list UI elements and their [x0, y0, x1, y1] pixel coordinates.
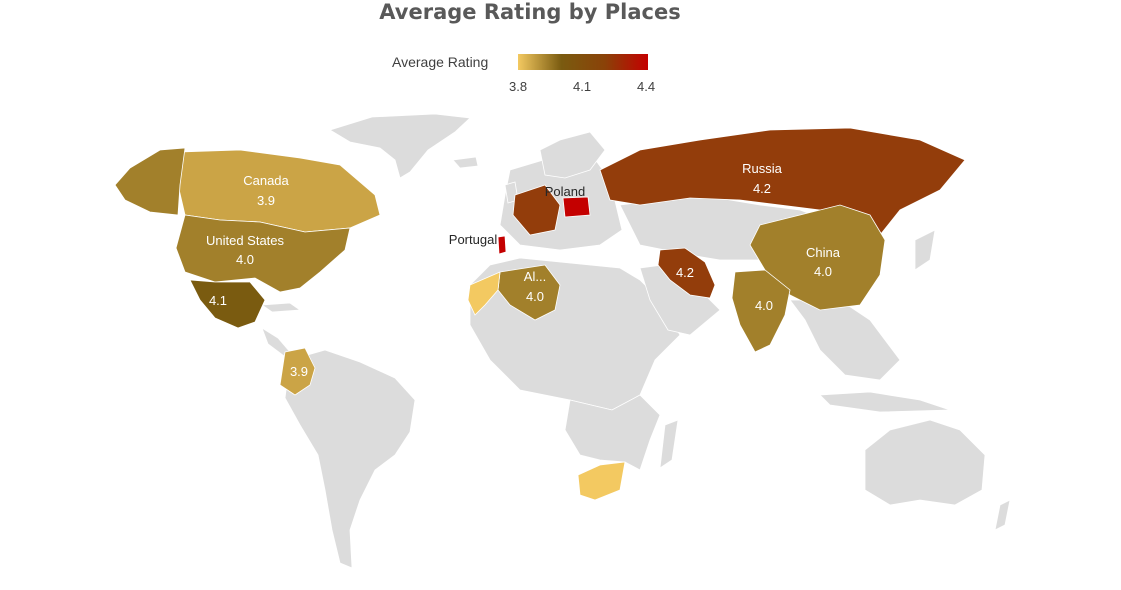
legend-color-scale	[518, 54, 648, 70]
russia-shape	[599, 127, 966, 236]
colombia-shape	[279, 347, 316, 396]
southeast-asia	[789, 299, 901, 381]
morocco-shape	[467, 271, 501, 316]
australia	[864, 419, 986, 506]
rated-countries	[114, 127, 966, 501]
label-russia: Russia	[742, 161, 783, 176]
legend-title: Average Rating	[392, 54, 489, 70]
iceland	[452, 156, 479, 169]
scandinavia	[539, 131, 606, 179]
greenland	[329, 113, 471, 179]
label-united-states: United States	[206, 233, 285, 248]
south-america	[284, 349, 416, 569]
label-poland: Poland	[545, 184, 585, 199]
portugal-shape	[497, 235, 507, 255]
algeria-shape	[497, 264, 561, 321]
western-europe-shape	[512, 184, 561, 236]
value-canada: 3.9	[257, 193, 275, 208]
value-india: 4.0	[755, 298, 773, 313]
legend-tick-mid: 4.1	[573, 79, 592, 94]
value-colombia: 3.9	[290, 364, 308, 379]
cuba	[260, 302, 302, 313]
united-states-shape	[175, 214, 351, 293]
label-canada: Canada	[243, 173, 289, 188]
new-zealand	[994, 499, 1011, 531]
mexico-shape	[189, 279, 266, 329]
value-united-states: 4.0	[236, 252, 254, 267]
china-shape	[749, 204, 886, 311]
iran-shape	[657, 247, 716, 299]
chart-title: Average Rating by Places	[379, 0, 681, 24]
south-africa-shape	[577, 461, 626, 501]
value-russia: 4.2	[753, 181, 771, 196]
southern-africa	[564, 394, 661, 471]
india-shape	[731, 269, 791, 353]
label-algeria: Al...	[524, 269, 546, 284]
value-iran: 4.2	[676, 265, 694, 280]
madagascar	[659, 419, 679, 469]
poland-shape	[562, 196, 591, 218]
value-china: 4.0	[814, 264, 832, 279]
label-portugal: Portugal	[449, 232, 498, 247]
indonesia	[819, 391, 951, 413]
map-labels: Canada 3.9 United States 4.0 4.1 3.9 Rus…	[206, 161, 841, 379]
label-china: China	[806, 245, 841, 260]
value-mexico: 4.1	[209, 293, 227, 308]
value-algeria: 4.0	[526, 289, 544, 304]
japan	[914, 229, 936, 271]
legend-tick-max: 4.4	[637, 79, 656, 94]
alaska-shape	[114, 147, 186, 216]
legend-tick-min: 3.8	[509, 79, 528, 94]
